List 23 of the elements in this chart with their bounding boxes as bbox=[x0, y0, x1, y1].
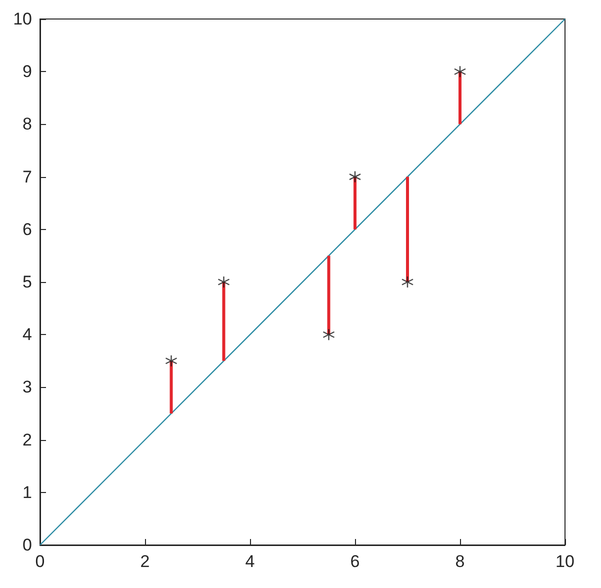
y-tick-label: 0 bbox=[22, 536, 32, 554]
x-tick-label: 4 bbox=[245, 552, 255, 571]
y-tick-label: 1 bbox=[22, 482, 32, 502]
x-tick-label: 6 bbox=[350, 552, 360, 571]
y-tick-label: 5 bbox=[22, 272, 32, 292]
point bbox=[165, 354, 178, 367]
y-tick-label: 6 bbox=[22, 220, 32, 239]
y-tick-label: 9 bbox=[22, 62, 32, 82]
x-tick-label: 0 bbox=[35, 552, 45, 571]
y-tick-label: 8 bbox=[22, 114, 32, 134]
y-tick-label: 2 bbox=[22, 430, 32, 450]
y-tick-label: 10 bbox=[13, 10, 32, 28]
y-tick-label: 7 bbox=[22, 167, 32, 186]
y-tick-label: 3 bbox=[22, 378, 32, 397]
point bbox=[218, 276, 230, 288]
point bbox=[401, 276, 414, 288]
point bbox=[322, 328, 335, 341]
y-tick-label: 4 bbox=[22, 325, 32, 344]
point bbox=[348, 170, 362, 183]
point bbox=[454, 66, 466, 78]
x-tick-label: 8 bbox=[455, 552, 465, 571]
x-tick-label: 10 bbox=[556, 552, 574, 571]
x-tick-label: 2 bbox=[140, 552, 150, 571]
